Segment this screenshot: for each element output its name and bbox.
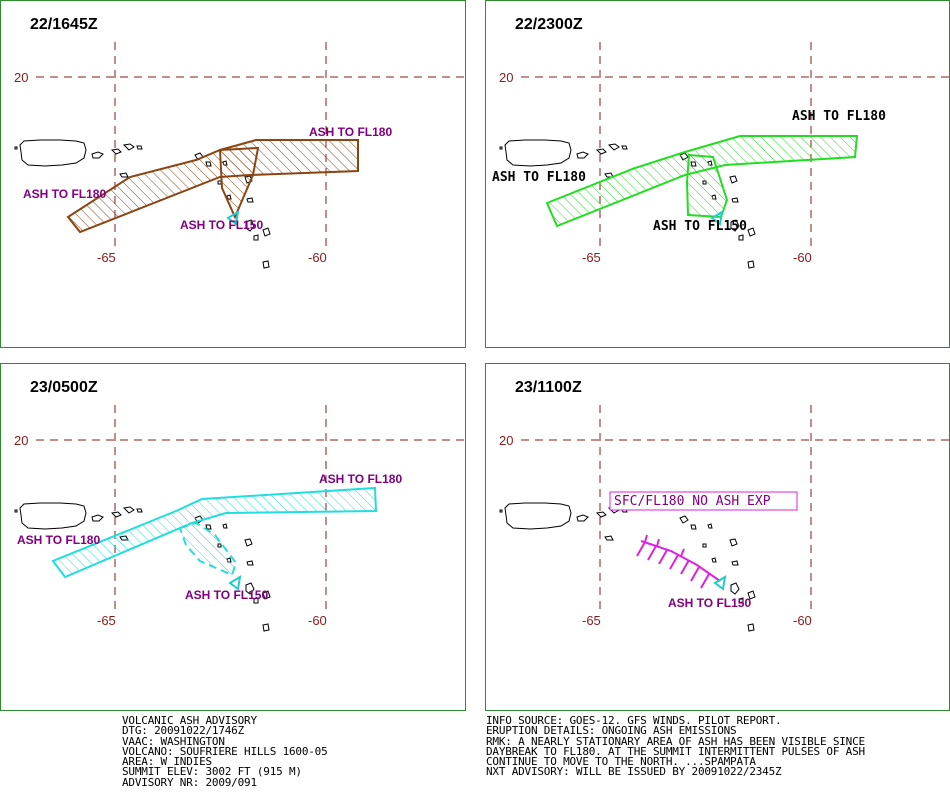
ash-label: ASH TO FL150	[653, 219, 747, 234]
panel-3: 20 -65 -60 23/0500Z ASH TO FL180 ASH TO …	[0, 363, 467, 711]
ash-area-plume	[178, 521, 238, 577]
panel-title: 23/0500Z	[30, 379, 98, 396]
lat-label: 20	[14, 70, 28, 85]
islands	[499, 502, 756, 632]
volcano-triangle	[710, 210, 724, 226]
advisory-line: NXT ADVISORY: WILL BE ISSUED BY 20091022…	[486, 765, 782, 779]
lat-label: 20	[499, 70, 513, 85]
advisory-line: AREA: W_INDIES	[122, 755, 212, 769]
volcano-triangle	[713, 575, 727, 591]
ash-label: ASH TO FL180	[309, 125, 392, 139]
lat-label: 20	[14, 433, 28, 448]
ash-area-plume	[218, 146, 260, 220]
ash-label: ASH TO FL180	[319, 472, 402, 486]
advisory-details-block: INFO SOURCE: GOES-12. GFS WINDS. PILOT R…	[486, 714, 926, 779]
advisory-line: RMK: A NEARLY STATIONARY AREA OF ASH HAS…	[486, 734, 865, 748]
lon-label-east: -60	[308, 613, 327, 628]
advisory-line: INFO SOURCE: GOES-12. GFS WINDS. PILOT R…	[486, 714, 782, 727]
lon-label-west: -65	[582, 613, 601, 628]
lon-label-east: -60	[308, 250, 327, 265]
ash-label: ASH TO FL180	[23, 187, 106, 201]
lon-label-east: -60	[793, 613, 812, 628]
ash-front-line	[636, 534, 721, 589]
ash-label: ASH TO FL150	[668, 596, 751, 610]
panel-2: 20 -65 -60 22/2300Z ASH TO FL180 ASH TO …	[485, 0, 950, 348]
ash-label: ASH TO FL180	[792, 109, 886, 124]
ash-area-main	[51, 486, 378, 579]
ash-label: ASH TO FL180	[17, 533, 100, 547]
ash-area-main	[545, 135, 859, 228]
advisory-header-block: VOLCANIC ASH ADVISORY DTG: 20091022/1746Z…	[122, 714, 562, 789]
panel-1: 20 -65 -60 22/1645Z ASH TO FL180 ASH TO …	[0, 0, 467, 348]
advisory-line: DTG: 20091022/1746Z	[122, 724, 245, 738]
advisory-line: CONTINUE TO MOVE TO THE NORTH. ...SPAMPA…	[486, 755, 756, 769]
advisory-line: VOLCANO: SOUFRIERE HILLS 1600-05	[122, 744, 328, 758]
panel-title: 22/1645Z	[30, 16, 98, 33]
panel-frame	[485, 363, 950, 711]
advisory-line: ADVISORY NR: 2009/091	[122, 775, 257, 789]
no-ash-box	[609, 491, 798, 511]
lon-label-west: -65	[582, 250, 601, 265]
ash-area-main	[66, 139, 359, 234]
panel-frame	[0, 0, 466, 348]
panel-4: 20 -65 -60 23/1100Z SFC/FL180 NO ASH EXP…	[485, 363, 950, 711]
panel-title: 23/1100Z	[515, 379, 582, 396]
advisory-line: VOLCANIC ASH ADVISORY	[122, 714, 257, 727]
no-ash-label: SFC/FL180 NO ASH EXP	[614, 494, 771, 509]
panel-frame	[0, 363, 466, 711]
lon-label-west: -65	[97, 250, 116, 265]
lon-label-east: -60	[793, 250, 812, 265]
ash-label: ASH TO FL150	[180, 218, 263, 232]
panel-title: 22/2300Z	[515, 16, 583, 33]
volcano-triangle	[226, 210, 240, 226]
lat-label: 20	[499, 433, 513, 448]
ash-label: ASH TO FL180	[492, 170, 586, 185]
advisory-line: ERUPTION DETAILS: ONGOING ASH EMISSIONS	[486, 724, 737, 738]
advisory-line: DAYBREAK TO FL180. AT THE SUMMIT INTERMI…	[486, 744, 865, 758]
advisory-line: VAAC: WASHINGTON	[122, 734, 225, 748]
volcano-triangle	[228, 575, 242, 591]
advisory-line: SUMMIT ELEV: 3002 FT (915 M)	[122, 765, 302, 779]
lon-label-west: -65	[97, 613, 116, 628]
ash-label: ASH TO FL150	[185, 588, 268, 602]
